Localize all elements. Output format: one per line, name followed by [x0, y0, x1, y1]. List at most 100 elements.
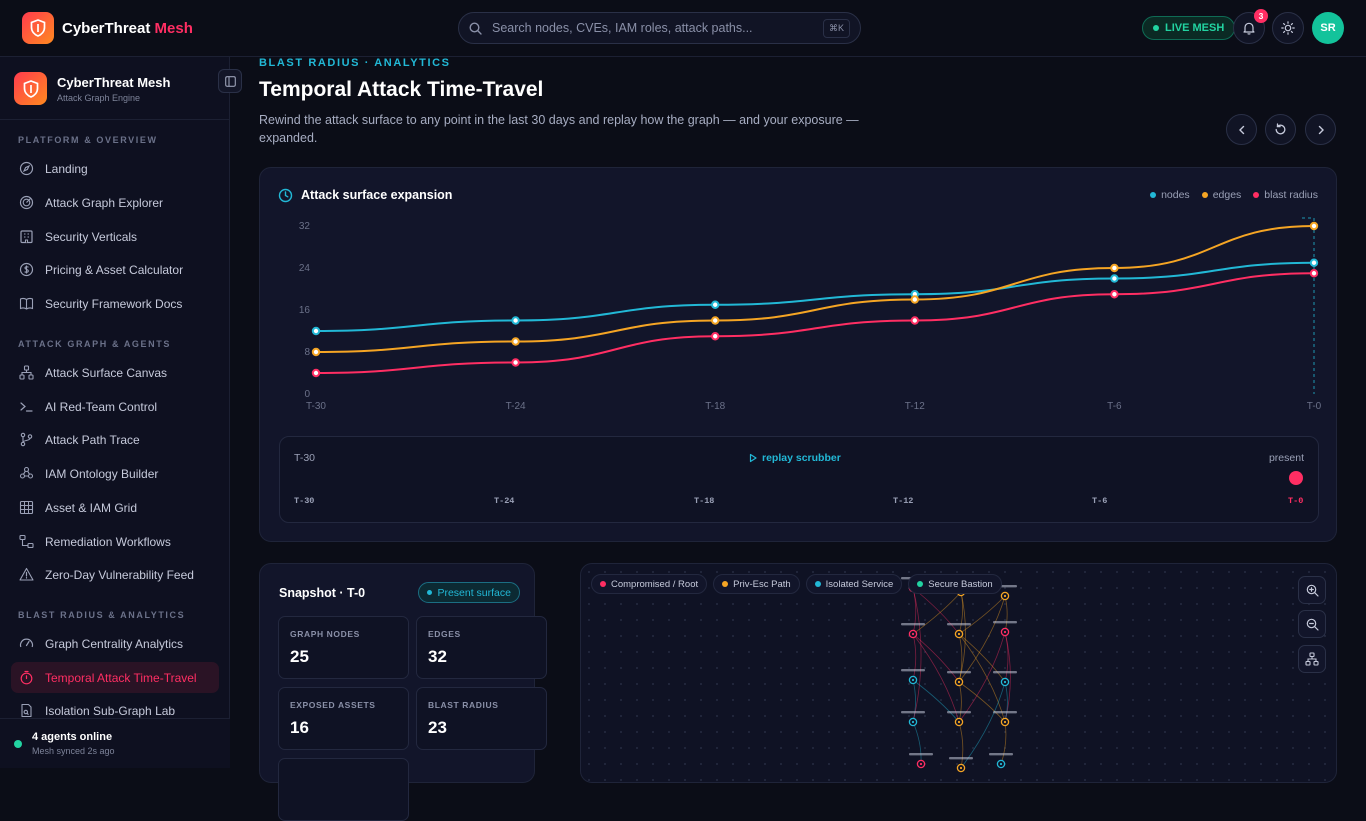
graph-node-label — [909, 753, 933, 756]
reset-button[interactable] — [1265, 114, 1296, 145]
sun-icon — [1281, 21, 1295, 35]
notifications-button[interactable]: 3 — [1233, 9, 1268, 44]
bell-icon — [1243, 22, 1255, 35]
terminal-icon — [20, 402, 33, 412]
sidebar-item-security-verticals[interactable]: Security Verticals — [11, 221, 219, 252]
graph-edge — [958, 681, 1006, 723]
graph-node-label — [949, 757, 973, 760]
legend-chip-priv-esc[interactable]: Priv-Esc Path — [713, 574, 800, 594]
agent-status-dot — [14, 740, 22, 748]
graph-legend: Compromised / Root Priv-Esc Path Isolate… — [591, 574, 1002, 594]
theme-toggle-button[interactable] — [1272, 12, 1304, 44]
zoom-out-button[interactable] — [1298, 610, 1326, 638]
sidebar-item-attack-path-trace[interactable]: Attack Path Trace — [11, 424, 219, 455]
sidebar-item-isolation-sub-graph-lab[interactable]: Isolation Sub-Graph Lab — [11, 695, 219, 726]
x-tick-label: T-30 — [306, 401, 326, 412]
data-point-nodes — [1110, 274, 1119, 283]
sidebar-item-label: Asset & IAM Grid — [45, 500, 138, 515]
scrubber-tick[interactable]: T-30 — [294, 496, 315, 506]
legend-chip-isolated[interactable]: Isolated Service — [805, 574, 903, 594]
hierarchy-icon — [1305, 652, 1319, 666]
fit-layout-button[interactable] — [1298, 645, 1326, 673]
legend-label: nodes — [1161, 189, 1190, 201]
scrubber-tick-active[interactable]: T-0 — [1288, 496, 1304, 506]
graph-edge — [958, 595, 1006, 683]
scrubber-tick[interactable]: T-18 — [694, 496, 715, 506]
legend-label: Isolated Service — [825, 578, 894, 590]
notification-count-badge: 3 — [1254, 9, 1268, 23]
legend-swatch — [917, 581, 924, 587]
users-icon — [19, 466, 34, 479]
sidebar-item-asset-iam-grid[interactable]: Asset & IAM Grid — [11, 492, 219, 523]
step-forward-button[interactable] — [1305, 114, 1336, 145]
y-tick-label: 16 — [299, 305, 311, 316]
sidebar-item-label: Zero-Day Vulnerability Feed — [45, 567, 194, 582]
sync-status-text: Mesh synced 2s ago — [32, 746, 115, 756]
graph-node-core — [957, 632, 961, 636]
scrubber-tick[interactable]: T-24 — [494, 496, 515, 506]
sidebar-subtitle: Attack Graph Engine — [57, 92, 141, 103]
global-search[interactable]: ⌘K — [458, 12, 861, 44]
y-tick-label: 8 — [304, 347, 310, 358]
legend-blast-radius[interactable]: blast radius — [1253, 189, 1318, 201]
sidebar-item-label: Security Framework Docs — [45, 296, 183, 311]
y-tick-label: 0 — [304, 389, 310, 400]
chevron-left-icon — [1238, 125, 1244, 134]
graph-edge — [958, 633, 1006, 683]
section-label-blast-radius: BLAST RADIUS & ANALYTICS — [18, 610, 186, 620]
legend-nodes[interactable]: nodes — [1150, 189, 1190, 201]
sidebar-item-pricing-asset-calculator[interactable]: Pricing & Asset Calculator — [11, 254, 219, 285]
graph-edge — [958, 721, 964, 769]
graph-node-core — [1003, 680, 1007, 684]
data-point-blast-radius — [511, 358, 520, 367]
sidebar-item-zero-day-vulnerability-feed[interactable]: Zero-Day Vulnerability Feed — [11, 559, 219, 590]
snapshot-title: Snapshot · T-0 — [279, 586, 366, 600]
collapse-sidebar-button[interactable] — [218, 69, 242, 93]
zoom-in-button[interactable] — [1298, 576, 1326, 604]
radar-icon — [19, 195, 34, 210]
scrubber-start-label: T-30 — [294, 452, 316, 464]
scrubber-tick[interactable]: T-6 — [1092, 496, 1108, 506]
attack-graph-preview[interactable]: Compromised / Root Priv-Esc Path Isolate… — [580, 563, 1337, 783]
scrubber-handle[interactable] — [1289, 471, 1303, 485]
replay-scrubber-label[interactable]: replay scrubber — [748, 452, 841, 464]
sidebar-item-iam-ontology-builder[interactable]: IAM Ontology Builder — [11, 458, 219, 489]
sidebar-item-landing[interactable]: Landing — [11, 153, 219, 184]
metric-graph-nodes: GRAPH NODES 25 — [278, 616, 409, 679]
graph-node-label — [901, 669, 925, 672]
sidebar-title: CyberThreat Mesh — [57, 74, 171, 90]
scrubber-tick[interactable]: T-12 — [893, 496, 914, 506]
x-tick-label: T-18 — [705, 401, 725, 412]
legend-chip-bastion[interactable]: Secure Bastion — [908, 574, 1002, 594]
sidebar-item-attack-graph-explorer[interactable]: Attack Graph Explorer — [11, 187, 219, 218]
legend-swatch — [600, 581, 606, 587]
warning-icon — [19, 567, 34, 581]
sidebar-item-attack-surface-canvas[interactable]: Attack Surface Canvas — [11, 357, 219, 388]
sidebar-item-ai-red-team-control[interactable]: AI Red-Team Control — [11, 391, 219, 422]
sidebar-item-label: Temporal Attack Time-Travel — [45, 670, 197, 685]
sidebar-item-security-framework-docs[interactable]: Security Framework Docs — [11, 288, 219, 319]
legend-edges[interactable]: edges — [1201, 189, 1241, 201]
top-bar: CyberThreat Mesh ⌘K LIVE MESH 3 SR — [0, 0, 1366, 57]
grid-icon — [19, 500, 34, 515]
sidebar-item-label: AI Red-Team Control — [45, 399, 158, 414]
chart-title: Attack surface expansion — [301, 188, 453, 202]
sidebar-item-temporal-attack-time-travel[interactable]: Temporal Attack Time-Travel — [11, 662, 219, 693]
replay-scrubber[interactable]: T-30 replay scrubber present T-30 T-24 T… — [279, 436, 1319, 523]
metric-value: 32 — [428, 647, 447, 666]
clock-icon — [278, 188, 293, 203]
step-back-button[interactable] — [1226, 114, 1257, 145]
data-point-edges — [1110, 263, 1119, 273]
sidebar-item-label: Security Verticals — [45, 229, 138, 244]
sidebar-item-graph-centrality-analytics[interactable]: Graph Centrality Analytics — [11, 628, 219, 659]
legend-chip-compromised[interactable]: Compromised / Root — [591, 574, 708, 594]
brand[interactable]: CyberThreat Mesh — [22, 12, 193, 44]
search-input[interactable] — [492, 21, 812, 35]
sidebar-item-label: Isolation Sub-Graph Lab — [45, 703, 176, 718]
chevron-right-icon — [1318, 125, 1324, 134]
sidebar-item-remediation-workflows[interactable]: Remediation Workflows — [11, 526, 219, 557]
avatar[interactable]: SR — [1312, 12, 1344, 44]
live-mesh-badge[interactable]: LIVE MESH — [1142, 16, 1236, 40]
sidebar-item-label: IAM Ontology Builder — [45, 466, 159, 481]
attack-graph-canvas[interactable] — [581, 564, 1337, 783]
